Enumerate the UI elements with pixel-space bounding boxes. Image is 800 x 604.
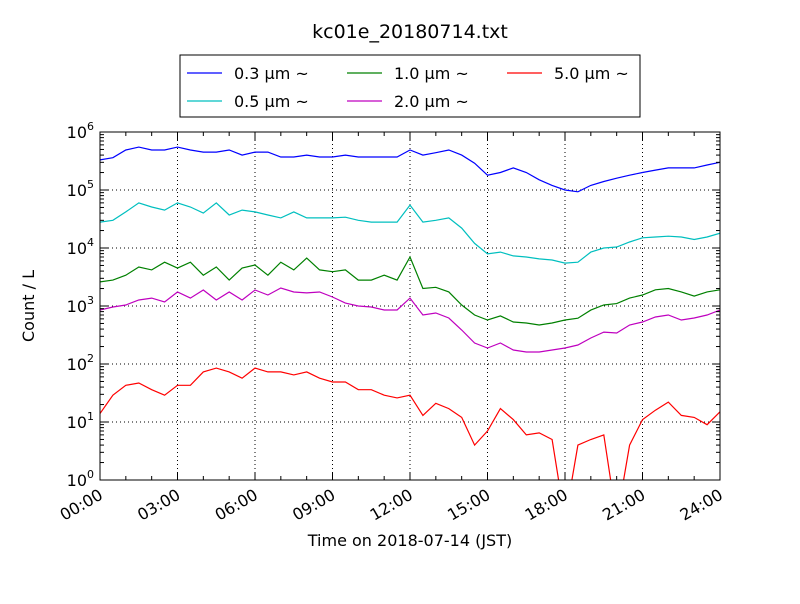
y-tick-label: 104	[67, 236, 94, 258]
legend-label: 0.5 μm ~	[234, 92, 309, 111]
x-tick-label: 15:00	[444, 485, 493, 525]
y-tick-label: 100	[67, 468, 94, 490]
x-tick-label: 12:00	[367, 485, 416, 525]
x-tick-label: 03:00	[134, 485, 183, 525]
legend-label: 2.0 μm ~	[394, 92, 469, 111]
y-tick-label: 102	[67, 352, 94, 374]
series-line-2_0um	[100, 287, 720, 353]
y-tick-label: 101	[67, 410, 94, 432]
x-tick-label: 00:00	[57, 485, 106, 525]
legend-label: 1.0 μm ~	[394, 64, 469, 83]
series-line-0_5um	[100, 202, 720, 264]
chart-title: kc01e_20180714.txt	[312, 21, 508, 43]
legend-label: 0.3 μm ~	[234, 64, 309, 83]
legend-frame	[179, 54, 641, 118]
x-tick-label: 24:00	[677, 485, 726, 525]
x-axis-label: Time on 2018-07-14 (JST)	[307, 531, 512, 550]
x-tick-label: 06:00	[212, 485, 261, 525]
y-axis-label: Count / L	[19, 270, 38, 342]
x-tick-label: 09:00	[289, 485, 338, 525]
y-tick-label: 103	[67, 294, 94, 316]
y-tick-label: 106	[67, 120, 94, 142]
legend: 0.3 μm ~ 0.5 μm ~ 1.0 μm ~ 2.0 μm ~ 5.0 μm ~	[179, 54, 641, 118]
axis-ticks	[99, 131, 721, 481]
legend-label: 5.0 μm ~	[554, 64, 629, 83]
y-tick-label: 105	[67, 178, 94, 200]
x-tick-label: 18:00	[522, 485, 571, 525]
series-line-0_3um	[100, 146, 720, 193]
x-tick-labels: 00:00 03:00 06:00 09:00 12:00 15:00 18:00 21:00…	[57, 485, 726, 525]
x-tick-label: 21:00	[599, 485, 648, 525]
series-line-5_0um	[100, 367, 720, 480]
grid	[100, 132, 720, 480]
series-lines	[100, 146, 720, 480]
series-line-1_0um	[100, 255, 720, 326]
y-tick-labels: 100 101 102 103 104 105 106	[67, 120, 94, 490]
